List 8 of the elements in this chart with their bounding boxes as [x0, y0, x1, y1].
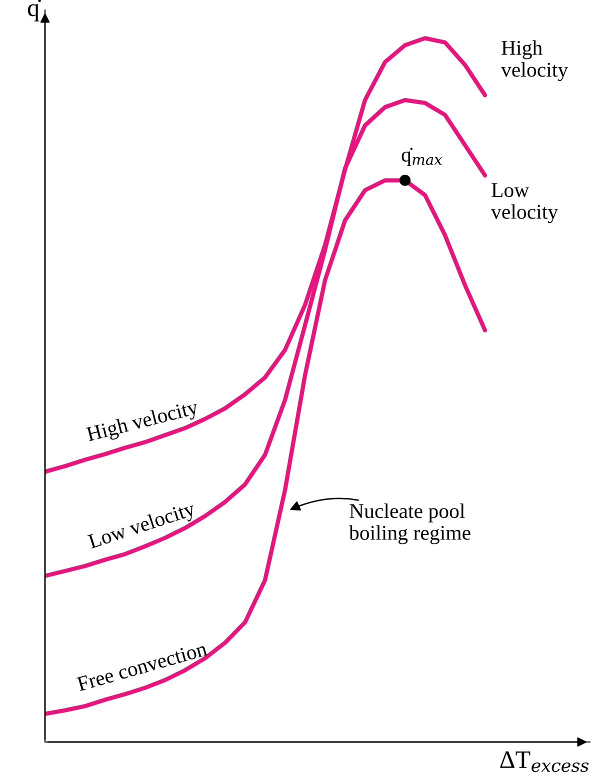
annotation: Nucleate pool boiling regime — [349, 503, 470, 544]
annotation: Low velocity — [491, 183, 558, 224]
text: Low velocity — [87, 500, 198, 553]
annotation: q̇$_{max}$ — [402, 148, 442, 166]
text: High velocity — [86, 399, 200, 446]
text: Free convection — [76, 642, 208, 692]
text: High velocity — [501, 40, 568, 82]
x-axis-title: ΔT$_{excess}$ — [500, 751, 589, 772]
